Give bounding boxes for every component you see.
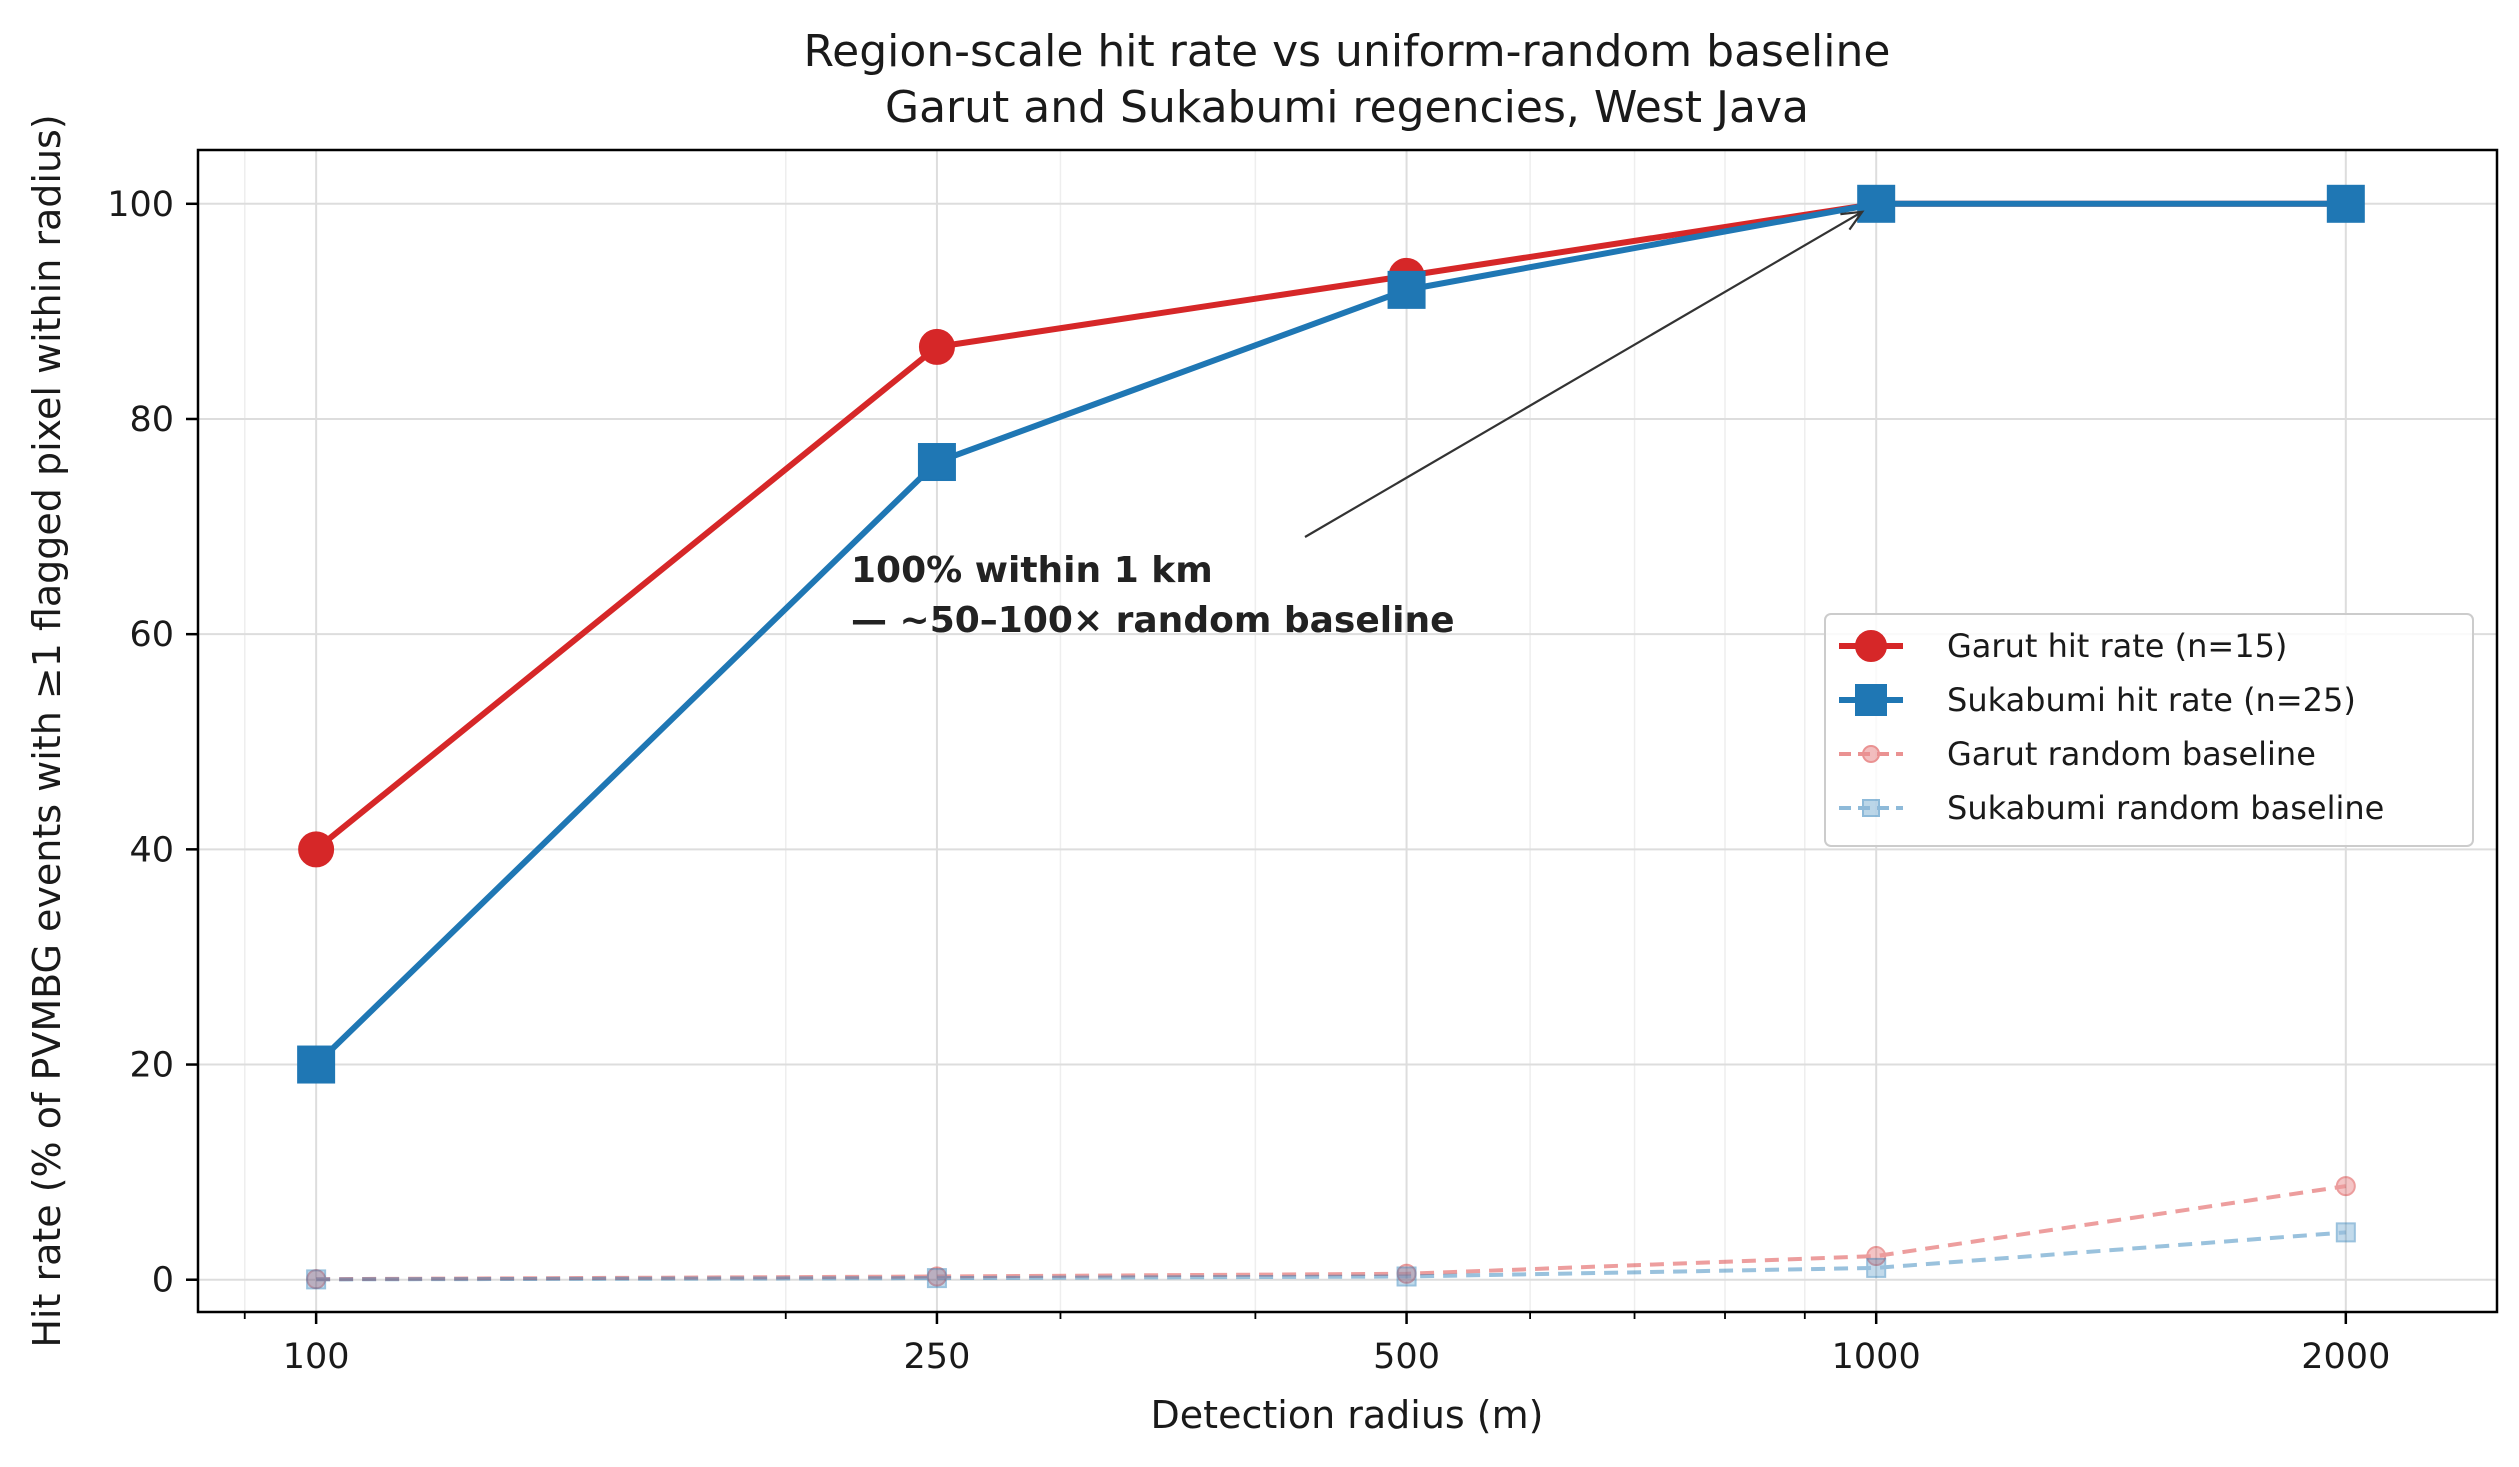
- series-2: [297, 184, 2365, 1084]
- data-point: [926, 1268, 947, 1289]
- y-tick-label: 80: [129, 400, 174, 440]
- plot-frame: [196, 148, 2499, 1314]
- legend-entry: [1839, 799, 1903, 817]
- legend-entry: [1839, 630, 1903, 662]
- annotation-arrowhead: [1840, 210, 1865, 231]
- chart-subtitle: Garut and Sukabumi regencies, West Java: [885, 82, 1809, 133]
- legend: Garut hit rate (n=15) Sukabumi hit rate (…: [1824, 613, 2474, 847]
- y-tick-label: 40: [129, 830, 174, 870]
- axes: 100 250 500 1000 2000 0 20 40 60 80 100: [107, 185, 2390, 1377]
- legend-box: [1824, 613, 2474, 847]
- data-point: [2326, 184, 2365, 223]
- legend-marker: [1862, 799, 1880, 817]
- data-point: [297, 1045, 336, 1084]
- x-tick-label: 250: [904, 1337, 971, 1377]
- data-point: [926, 1266, 947, 1287]
- data-point: [306, 1269, 327, 1290]
- annotation-line: — ~50–100× random baseline: [851, 600, 1455, 641]
- x-tick-label: 100: [283, 1337, 350, 1377]
- legend-marker: [1862, 745, 1880, 763]
- x-axis-label: Detection radius (m): [1151, 1393, 1544, 1437]
- data-point: [917, 443, 956, 482]
- annotation: 100% within 1 km — ~50–100× random baseli…: [851, 210, 1865, 641]
- data-point: [1866, 1257, 1887, 1278]
- x-tick-label: 1000: [1832, 1337, 1921, 1377]
- data-point: [1857, 184, 1896, 223]
- y-tick-label: 60: [129, 615, 174, 655]
- data-point: [918, 328, 955, 365]
- legend-marker: [1855, 630, 1887, 662]
- series-4: [306, 1222, 2356, 1290]
- y-tick-label: 100: [107, 185, 174, 225]
- y-tick-label: 0: [152, 1261, 174, 1301]
- legend-label: Sukabumi hit rate (n=25): [1947, 681, 2356, 719]
- legend-label: Garut random baseline: [1947, 735, 2316, 773]
- legend-label: Garut hit rate (n=15): [1947, 627, 2287, 665]
- y-axis-label: Hit rate (% of PVMBG events with ≥1 flag…: [25, 114, 69, 1347]
- series-line: [316, 1184, 2347, 1282]
- legend-entry: [1839, 745, 1903, 763]
- annotation-text: 100% within 1 km — ~50–100× random baseli…: [851, 550, 1455, 641]
- data-point: [2335, 1222, 2356, 1243]
- data-point: [2335, 1176, 2356, 1197]
- legend-entry: [1839, 684, 1903, 716]
- data-point: [306, 1269, 327, 1290]
- x-tick-label: 2000: [2301, 1337, 2390, 1377]
- data-point: [1396, 1266, 1417, 1287]
- data-point: [1387, 270, 1426, 309]
- annotation-line: 100% within 1 km: [851, 550, 1213, 591]
- chart-title: Region-scale hit rate vs uniform-random …: [804, 26, 1891, 77]
- y-tick-label: 20: [129, 1046, 174, 1086]
- legend-marker: [1855, 684, 1887, 716]
- series-3: [306, 1176, 2356, 1290]
- annotation-arrow: [1304, 210, 1863, 538]
- x-tick-label: 500: [1373, 1337, 1440, 1377]
- data-point: [1396, 1263, 1417, 1284]
- data-point: [1866, 1246, 1887, 1267]
- data-point: [298, 831, 335, 868]
- legend-label: Sukabumi random baseline: [1947, 789, 2384, 827]
- plot-series: [297, 184, 2365, 1290]
- series-line: [316, 1230, 2346, 1282]
